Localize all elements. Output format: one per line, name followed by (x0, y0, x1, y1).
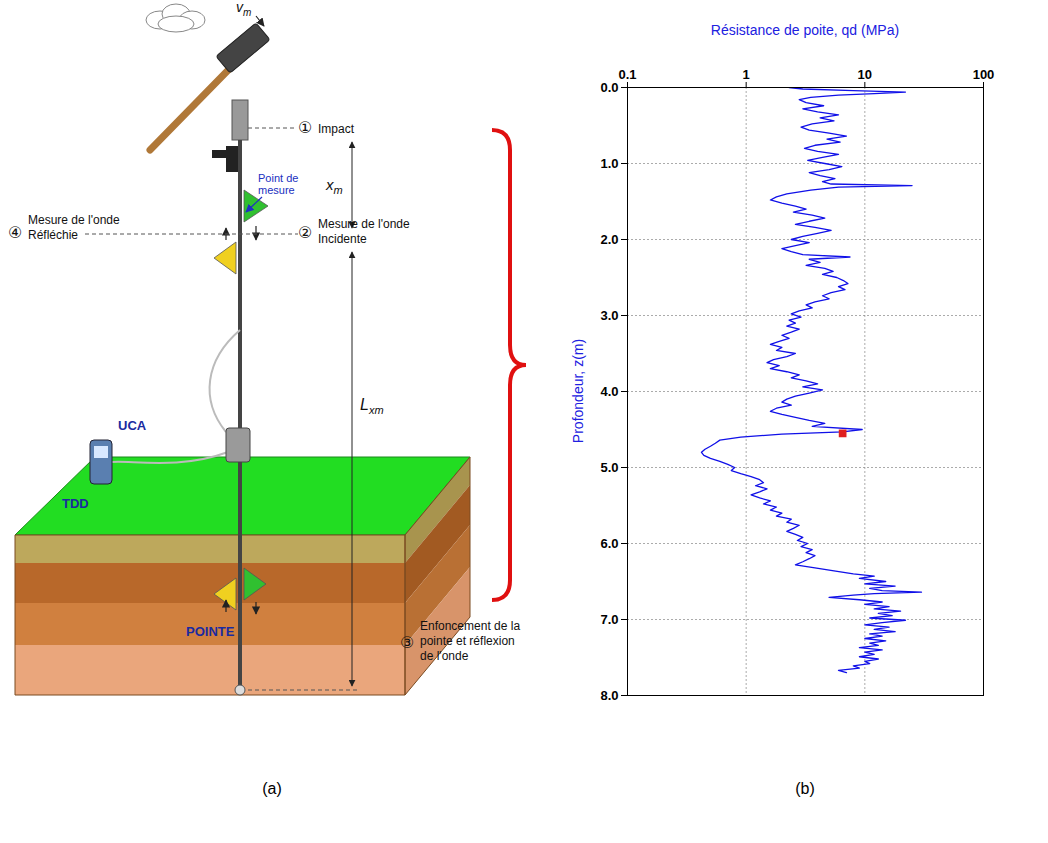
svg-text:100: 100 (973, 67, 995, 82)
svg-text:0.1: 0.1 (618, 67, 636, 82)
svg-text:xm: xm (325, 176, 343, 196)
svg-text:10: 10 (858, 67, 872, 82)
svg-text:③: ③ (400, 634, 414, 651)
svg-text:1: 1 (743, 67, 750, 82)
svg-text:7.0: 7.0 (600, 612, 618, 627)
svg-text:④: ④ (8, 224, 22, 241)
html-text:(b): (b) (795, 780, 815, 797)
svg-text:8.0: 8.0 (600, 688, 618, 703)
svg-text:5.0: 5.0 (600, 460, 618, 475)
svg-text:①: ① (298, 119, 312, 136)
svg-text:1.0: 1.0 (600, 156, 618, 171)
svg-text:Point demesure: Point demesure (258, 172, 298, 196)
svg-text:2.0: 2.0 (600, 232, 618, 247)
svg-text:Mesure de l'ondeRéfléchie: Mesure de l'ondeRéfléchie (28, 213, 120, 242)
svg-text:Lxm: Lxm (360, 396, 384, 416)
svg-text:vm: vm (236, 0, 251, 18)
svg-text:Impact: Impact (318, 122, 355, 136)
svg-text:Enfoncement de lapointe et réf: Enfoncement de lapointe et réflexionde l… (420, 619, 520, 663)
html-text:Profondeur, z(m): Profondeur, z(m) (570, 338, 586, 444)
svg-text:②: ② (298, 224, 312, 241)
svg-text:6.0: 6.0 (600, 536, 618, 551)
svg-text:Mesure de l'ondeIncidente: Mesure de l'ondeIncidente (318, 217, 410, 246)
svg-text:4.0: 4.0 (600, 384, 618, 399)
svg-text:POINTE: POINTE (186, 624, 235, 639)
html-text:Résistance de poite, qd (MPa): Résistance de poite, qd (MPa) (710, 22, 900, 38)
svg-text:3.0: 3.0 (600, 308, 618, 323)
svg-text:0.0: 0.0 (600, 80, 618, 95)
html-text:(a): (a) (262, 780, 282, 797)
svg-text:TDD: TDD (62, 496, 89, 511)
svg-text:UCA: UCA (118, 418, 147, 433)
